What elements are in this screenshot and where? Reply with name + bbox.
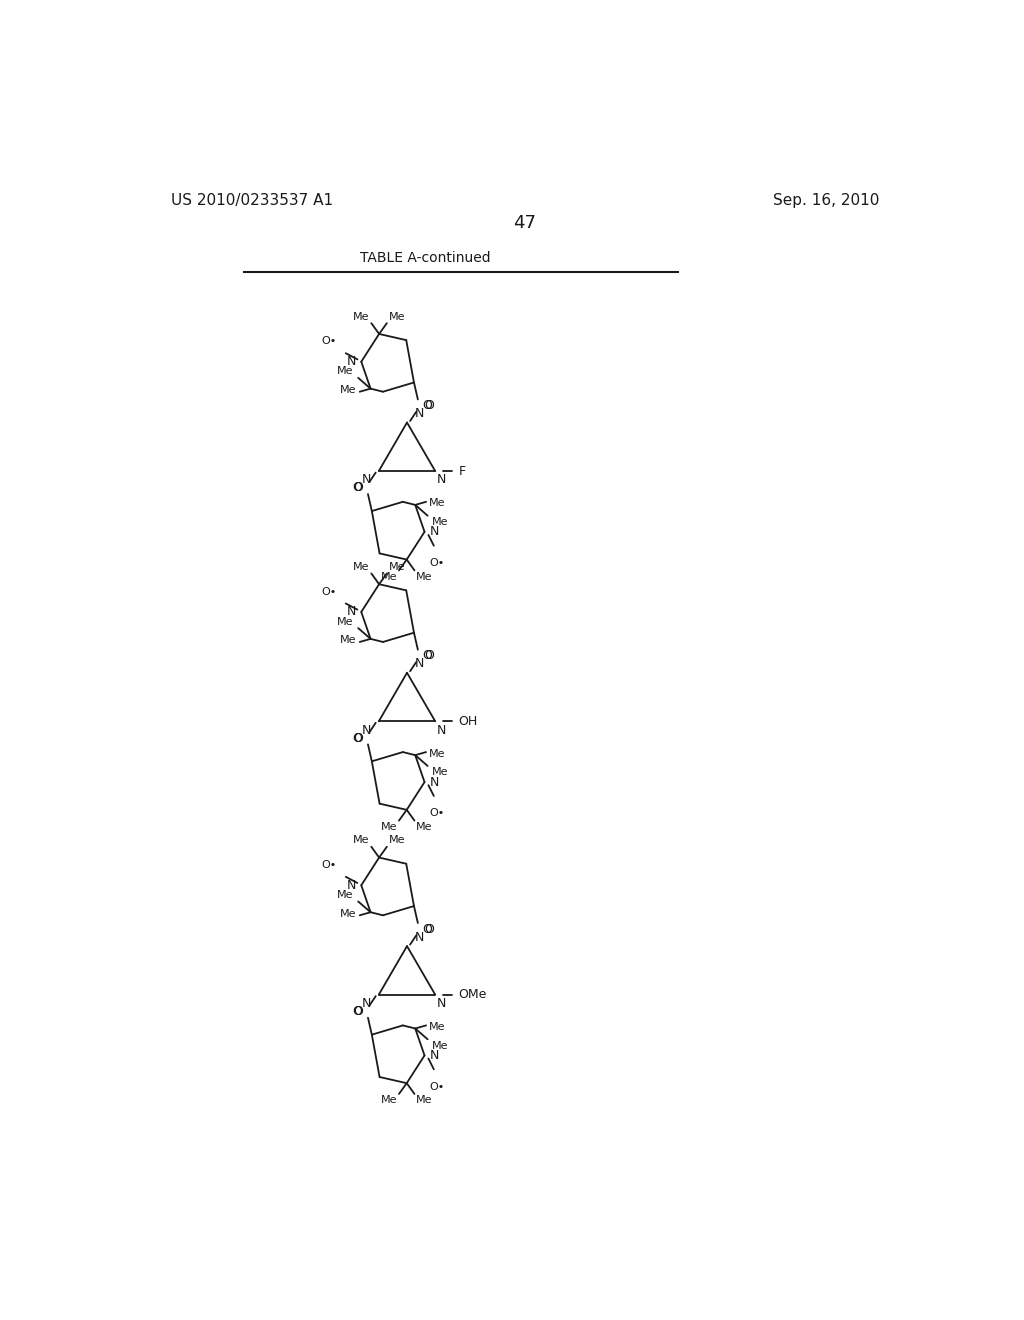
Text: Me: Me — [381, 572, 397, 582]
Text: OH: OH — [459, 714, 477, 727]
Text: O: O — [423, 923, 432, 936]
Text: Me: Me — [381, 1096, 397, 1105]
Text: O: O — [424, 923, 434, 936]
Text: Me: Me — [337, 616, 353, 627]
Text: N: N — [415, 931, 424, 944]
Text: N: N — [346, 606, 356, 619]
Text: N: N — [415, 407, 424, 420]
Text: Sep. 16, 2010: Sep. 16, 2010 — [772, 193, 879, 209]
Text: Me: Me — [388, 312, 404, 322]
Text: O: O — [353, 731, 364, 744]
Text: Me: Me — [337, 367, 353, 376]
Text: 47: 47 — [513, 214, 537, 232]
Text: Me: Me — [432, 767, 449, 777]
Text: O: O — [352, 482, 361, 495]
Text: O•: O• — [429, 808, 444, 818]
Text: TABLE A-continued: TABLE A-continued — [360, 251, 492, 265]
Text: Me: Me — [353, 836, 370, 845]
Text: Me: Me — [340, 908, 356, 919]
Text: OMe: OMe — [459, 989, 486, 1001]
Text: O: O — [424, 399, 434, 412]
Text: O•: O• — [322, 337, 337, 346]
Text: Me: Me — [340, 635, 356, 645]
Text: N: N — [437, 723, 446, 737]
Text: O: O — [353, 1005, 364, 1018]
Text: N: N — [361, 723, 371, 737]
Text: N: N — [361, 997, 371, 1010]
Text: N: N — [437, 997, 446, 1010]
Text: Me: Me — [429, 1022, 445, 1032]
Text: Me: Me — [388, 562, 404, 572]
Text: O•: O• — [429, 558, 444, 568]
Text: O: O — [424, 649, 434, 663]
Text: N: N — [430, 525, 439, 539]
Text: Me: Me — [337, 890, 353, 900]
Text: Me: Me — [381, 822, 397, 832]
Text: Me: Me — [416, 1096, 432, 1105]
Text: Me: Me — [429, 748, 445, 759]
Text: O: O — [352, 731, 361, 744]
Text: O: O — [353, 482, 364, 495]
Text: N: N — [415, 657, 424, 671]
Text: US 2010/0233537 A1: US 2010/0233537 A1 — [171, 193, 333, 209]
Text: O: O — [423, 399, 432, 412]
Text: N: N — [346, 355, 356, 368]
Text: O•: O• — [322, 586, 337, 597]
Text: O: O — [423, 649, 432, 663]
Text: Me: Me — [416, 572, 432, 582]
Text: N: N — [437, 474, 446, 486]
Text: Me: Me — [416, 822, 432, 832]
Text: O: O — [352, 1005, 361, 1018]
Text: N: N — [430, 1049, 439, 1063]
Text: Me: Me — [432, 1040, 449, 1051]
Text: Me: Me — [429, 499, 445, 508]
Text: Me: Me — [388, 836, 404, 845]
Text: O•: O• — [429, 1081, 444, 1092]
Text: O•: O• — [322, 859, 337, 870]
Text: Me: Me — [353, 312, 370, 322]
Text: N: N — [361, 474, 371, 486]
Text: Me: Me — [353, 562, 370, 572]
Text: Me: Me — [340, 385, 356, 395]
Text: N: N — [430, 776, 439, 788]
Text: N: N — [346, 879, 356, 892]
Text: F: F — [459, 465, 466, 478]
Text: Me: Me — [432, 517, 449, 527]
